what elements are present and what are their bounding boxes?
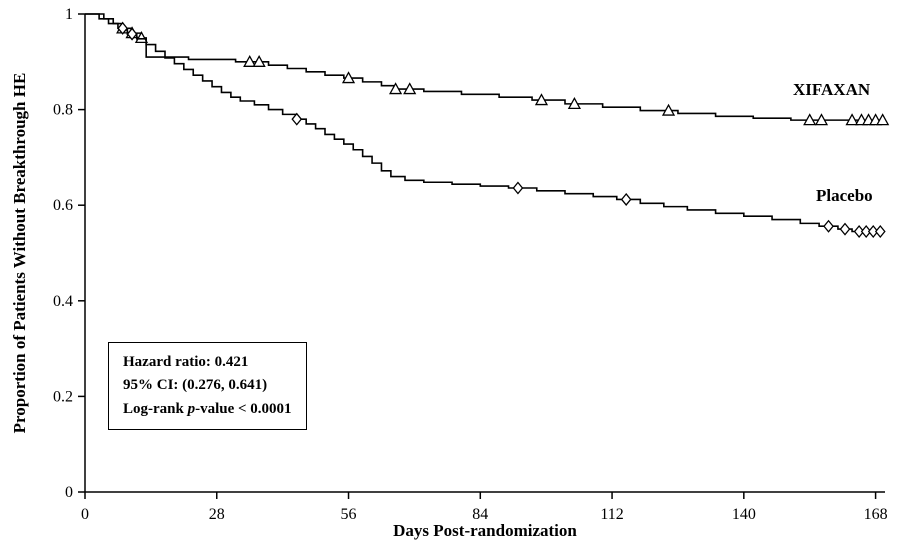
censor-marker-diamond-icon (853, 224, 865, 239)
censor-marker-diamond-icon (874, 224, 886, 239)
x-tick-label: 112 (600, 506, 623, 523)
x-tick-label: 0 (81, 506, 89, 523)
y-axis-title: Proportion of Patients Without Breakthro… (10, 72, 29, 434)
y-tick-label: 0.4 (53, 293, 73, 310)
censor-marker-triangle-icon (252, 54, 266, 67)
survival-curve-placebo (85, 13, 881, 233)
confidence-interval-line: 95% CI: (0.276, 0.641) (123, 377, 268, 394)
y-tick-label: 1 (65, 6, 73, 23)
series-label-xifaxan: XIFAXAN (793, 80, 871, 99)
x-tick-label: 140 (732, 506, 756, 523)
censor-marker-triangle-icon (403, 82, 417, 95)
censor-marker-triangle-icon (661, 103, 676, 116)
x-tick-label: 168 (864, 506, 888, 523)
series-label-placebo: Placebo (816, 186, 873, 205)
survival-curve-xifaxan (85, 13, 881, 121)
censor-marker-triangle-icon (534, 93, 549, 106)
censor-marker-triangle-icon (341, 71, 356, 84)
censor-marker-triangle-icon (814, 113, 829, 126)
censor-marker-triangle-icon (845, 113, 859, 126)
censor-marker-diamond-icon (823, 219, 834, 233)
censor-marker-triangle-icon (134, 31, 149, 44)
x-tick-label: 56 (341, 506, 357, 523)
censor-marker-triangle-icon (876, 113, 890, 126)
censor-marker-diamond-icon (867, 224, 879, 239)
censor-marker-triangle-icon (567, 97, 582, 110)
censor-marker-triangle-icon (243, 54, 257, 67)
y-tick-label: 0.6 (53, 197, 73, 214)
censor-marker-diamond-icon (291, 112, 303, 126)
censor-marker-triangle-icon (388, 82, 403, 95)
censor-marker-diamond-icon (512, 181, 524, 195)
censor-marker-diamond-icon (839, 222, 851, 236)
pvalue-line-italic-p: p (187, 400, 196, 417)
x-tick-label: 84 (472, 506, 488, 523)
censor-marker-diamond-icon (860, 224, 872, 239)
y-tick-label: 0.2 (53, 388, 73, 405)
pvalue-line-post: -value < 0.0001 (195, 400, 292, 417)
hazard-ratio-line: Hazard ratio: 0.421 (123, 354, 249, 370)
x-axis-title: Days Post-randomization (393, 521, 577, 540)
censor-marker-diamond-icon (620, 192, 632, 206)
y-tick-label: 0.8 (53, 102, 73, 119)
stats-annotation-box: Hazard ratio: 0.421 95% CI: (0.276, 0.64… (108, 342, 307, 430)
x-tick-label: 28 (209, 506, 225, 523)
censor-marker-diamond-icon (126, 27, 138, 41)
y-tick-label: 0 (65, 484, 73, 501)
censor-marker-triangle-icon (803, 113, 817, 126)
censor-marker-diamond-icon (117, 21, 128, 35)
pvalue-line-pre: Log-rank (123, 400, 188, 417)
pvalue-line: Log-rank p-value < 0.0001 (123, 398, 292, 421)
